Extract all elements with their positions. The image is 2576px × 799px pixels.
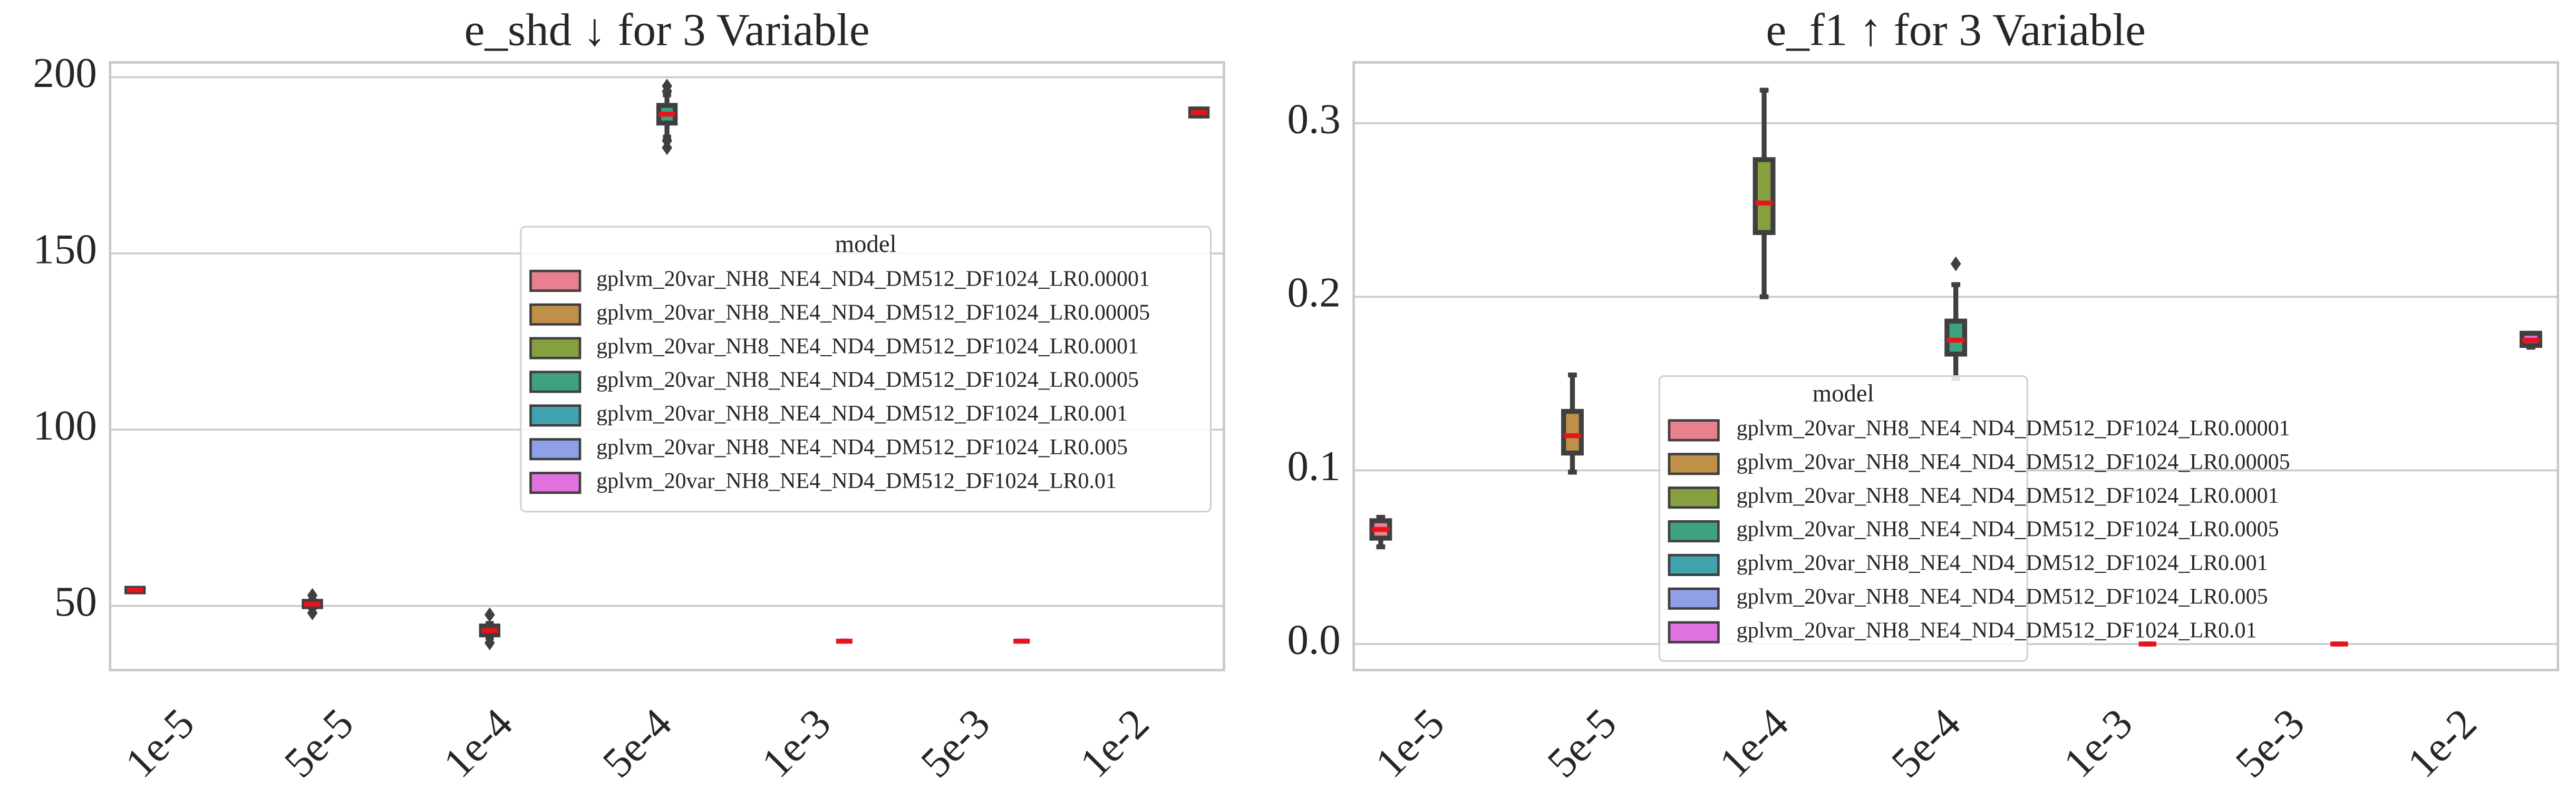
outlier — [662, 84, 672, 99]
plot: 50 100 150 200 e_shd ↓ for 3 Variable 1e-5 5e-… — [33, 4, 1225, 787]
box — [1561, 408, 1584, 456]
legend-swatch — [529, 303, 582, 326]
legend-label: gplvm_20var_NH8_NE4_ND4_DM512_DF1024_LR0… — [1737, 484, 2279, 508]
x-tick-label: 1e-4 — [1710, 699, 1797, 786]
legend-swatch — [1668, 419, 1720, 442]
plot: 0.0 0.1 0.2 0.3 e_f1 ↑ for 3 Variable 1e-5 5e-… — [1287, 4, 2560, 787]
y-tick-label: 200 — [33, 49, 96, 96]
x-tick-label: 5e-5 — [1538, 699, 1625, 786]
legend-label: gplvm_20var_NH8_NE4_ND4_DM512_DF1024_LR0… — [1737, 518, 2279, 542]
box — [1752, 157, 1776, 235]
legend-label: gplvm_20var_NH8_NE4_ND4_DM512_DF1024_LR0… — [1737, 551, 2268, 576]
legend-title: model — [1813, 380, 1874, 407]
legend-swatch — [1668, 486, 1720, 509]
legend-label: gplvm_20var_NH8_NE4_ND4_DM512_DF1024_LR0… — [1737, 584, 2268, 609]
legend-label: gplvm_20var_NH8_NE4_ND4_DM512_DF1024_LR0… — [596, 435, 1128, 460]
legend-label: gplvm_20var_NH8_NE4_ND4_DM512_DF1024_LR0… — [1737, 416, 2290, 441]
legend-swatch — [1668, 453, 1720, 475]
x-tick-label: 1e-5 — [1366, 699, 1453, 786]
y-tick-label: 100 — [33, 402, 96, 449]
y-tick-label: 0.3 — [1287, 95, 1340, 142]
legend-box — [1658, 375, 2028, 662]
outlier — [662, 140, 672, 155]
legend-swatch — [1668, 621, 1720, 644]
x-tick-label: 1e-2 — [2398, 699, 2485, 786]
outlier — [307, 588, 318, 603]
x-tick-label: 1e-5 — [116, 699, 203, 786]
x-tick-label: 5e-3 — [2226, 699, 2313, 786]
legend-label: gplvm_20var_NH8_NE4_ND4_DM512_DF1024_LR0… — [596, 368, 1139, 392]
x-tick-label: 1e-4 — [434, 699, 521, 786]
chart-title: e_f1 ↑ for 3 Variable — [1766, 4, 2145, 55]
legend-box — [520, 226, 1212, 513]
x-tick-label: 1e-3 — [2054, 699, 2141, 786]
legend-swatch — [529, 472, 582, 494]
y-tick-label: 0.0 — [1287, 616, 1340, 664]
legend-swatch — [1668, 520, 1720, 543]
x-tick-label: 5e-4 — [1882, 699, 1969, 786]
outlier — [1950, 256, 1961, 271]
legend-label: gplvm_20var_NH8_NE4_ND4_DM512_DF1024_LR0… — [596, 469, 1117, 493]
legend-label: gplvm_20var_NH8_NE4_ND4_DM512_DF1024_LR0… — [596, 300, 1150, 325]
legend-label: gplvm_20var_NH8_NE4_ND4_DM512_DF1024_LR0… — [596, 402, 1128, 426]
box — [1944, 318, 1968, 357]
legend-label: gplvm_20var_NH8_NE4_ND4_DM512_DF1024_LR0… — [596, 267, 1150, 291]
outlier — [307, 606, 318, 621]
legend-swatch — [529, 371, 582, 393]
axes-frame — [109, 61, 1225, 671]
legend-swatch — [529, 337, 582, 359]
y-tick-label: 0.2 — [1287, 269, 1340, 316]
legend-label: gplvm_20var_NH8_NE4_ND4_DM512_DF1024_LR0… — [1737, 618, 2257, 642]
legend-swatch — [1668, 587, 1720, 610]
y-tick-label: 0.1 — [1287, 442, 1340, 490]
outlier — [485, 607, 495, 622]
y-tick-label: 150 — [33, 225, 96, 272]
legend-swatch — [529, 438, 582, 461]
legend-label: gplvm_20var_NH8_NE4_ND4_DM512_DF1024_LR0… — [596, 334, 1139, 358]
legend-swatch — [529, 404, 582, 427]
outlier — [485, 635, 495, 650]
x-tick-label: 1e-3 — [752, 699, 839, 786]
x-tick-label: 5e-3 — [912, 699, 999, 786]
x-tick-label: 5e-4 — [594, 699, 681, 786]
axes-frame — [1352, 61, 2560, 671]
x-tick-label: 5e-5 — [275, 699, 362, 786]
legend-swatch — [1668, 553, 1720, 576]
x-tick-label: 1e-2 — [1071, 699, 1158, 786]
legend-label: gplvm_20var_NH8_NE4_ND4_DM512_DF1024_LR0… — [1737, 450, 2290, 474]
legend-swatch — [529, 269, 582, 292]
chart-title: e_shd ↓ for 3 Variable — [464, 4, 870, 55]
y-tick-label: 50 — [54, 578, 97, 625]
legend-title: model — [835, 230, 897, 258]
